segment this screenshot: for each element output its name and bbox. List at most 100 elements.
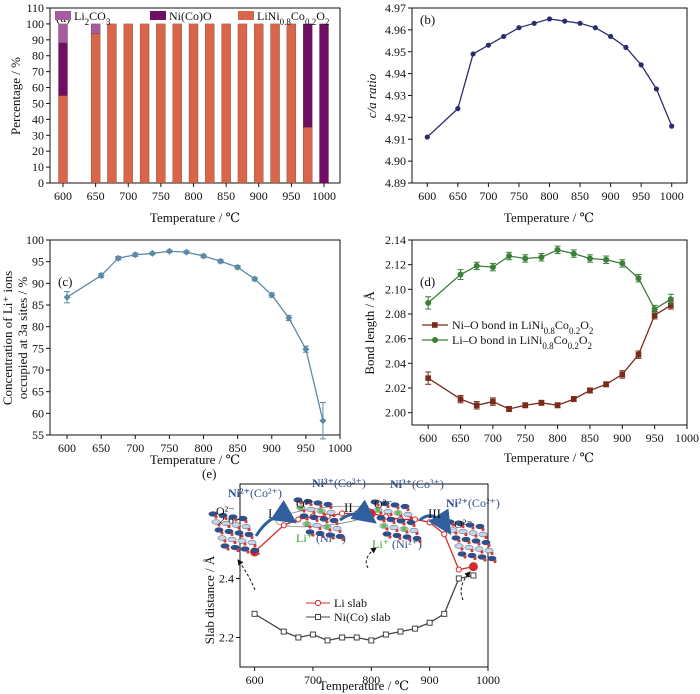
structure-oxygen [240,534,244,538]
panel-d-xtick-label: 950 [646,431,664,445]
panel-b-ytick-label: 4.96 [385,23,406,37]
panel-a-xtick-label: 850 [217,189,235,203]
panel-a-ytick-label: 20 [32,144,44,158]
structure-oxygen [325,520,329,524]
panel-d-lio-point [457,271,464,278]
panel-a-ytick-label: 0 [38,176,44,190]
panel-d-xtick-label: 800 [549,431,567,445]
panel-b-frame [411,7,688,184]
panel-d-ytick-label: 2.12 [385,258,406,272]
panel-b-point [424,134,430,140]
structure-oxygen [250,535,254,540]
structure-ion [325,532,335,538]
panel-e-ytick-label: 2.2 [219,630,234,644]
structure-oxygen [471,526,475,530]
structure-li [381,523,387,529]
structure-oxygen [332,513,336,518]
structure-ion [227,536,237,543]
structure-ion [231,522,241,528]
structure-oxygen [217,523,221,527]
structure-block-1 [293,497,345,542]
panel-c-point [148,249,156,257]
structure-ion [241,523,251,530]
panel-c-xtick-label: 850 [229,441,247,455]
structure-ion [481,539,491,546]
structure-oxygen [461,524,465,529]
structure-ion [218,512,228,519]
structure-oxygen [409,515,413,520]
panel-c-xtick-label: 950 [297,441,315,455]
panel-d-ytick-label: 2.02 [385,381,406,395]
structure-ion [467,552,477,559]
structure-anion-label: O²⁻ [296,497,315,511]
panel-c-ylabel-line2: occupied at 3a sites / % [15,277,30,400]
panel-a-legend-label: Li2CO3 [74,9,111,27]
structure-ion [323,501,333,508]
panel-b-ytick-label: 4.94 [385,67,406,81]
structure-ion [403,511,413,518]
panel-e-xlabel: Temperature / ℃ [319,678,409,693]
panel-e-nico-slab-point [426,619,433,626]
structure-block-3 [445,519,497,564]
structure-ion [390,502,400,508]
structure-ion [306,506,316,513]
panel-c-ytick-label: 95 [32,255,44,269]
structure-ion [400,503,410,510]
structure-oxygen [256,551,260,556]
panel-e-nico-slab-point [353,634,360,641]
panel-a-bar-nio [303,23,313,128]
panel-b-point [501,33,507,40]
structure-li [298,505,304,511]
panel-c-xtick-label: 600 [58,441,76,455]
structure-ion [471,538,481,544]
panel-e-ytick-label: 2.4 [219,571,234,585]
structure-block-0 [208,511,260,556]
panel-b-ytick-label: 4.89 [385,176,406,190]
stage-arrow [339,499,377,524]
structure-ion [247,539,257,546]
panel-c-point [114,254,122,262]
panel-d-nio-point [651,312,658,319]
panel-d-lio-point [489,264,496,271]
panel-c-point [217,257,225,265]
panel-a-legend-label: Ni(Co)O [169,9,212,23]
structure-ion [474,546,484,552]
structure-oxygen [227,524,231,529]
structure-ion [332,525,342,532]
panel-e-nico-slab-point [455,575,462,582]
structure-oxygen [331,536,335,540]
panel-d-nio-point [570,396,577,402]
panel-d-xtick-label: 700 [484,431,502,445]
structure-ion [217,535,227,541]
panel-d-nio-point [603,381,609,388]
panel-d-lio-point [619,260,626,267]
structure-ion [380,500,390,507]
structure-oxygen [321,534,325,539]
panel-d-lio-point [570,250,577,257]
structure-ion [392,532,402,539]
structure-ion [214,527,224,533]
structure-oxygen [214,515,218,519]
structure-ion [465,522,475,528]
structure-li-label: Li⁺ (Ni²⁺) [296,531,346,545]
panel-a-ytick-label: 30 [32,128,44,142]
structure-oxygen [329,505,333,510]
structure-oxygen [299,501,303,505]
panel-a-bar-lini [58,95,68,184]
structure-li [318,508,324,514]
panel-b-point [516,25,522,31]
stage-arrow [254,500,297,537]
structure-oxygen [335,521,339,526]
panel-b-ytick-label: 4.91 [385,132,406,146]
structure-ion [478,531,488,538]
panel-a-bar-lini [254,23,264,184]
panel-e-xtick-label: 600 [246,673,264,687]
structure-oxygen [322,512,326,516]
panel-b-xtick-label: 1000 [660,189,684,203]
panel-e-nico-slab-point [441,610,448,617]
structure-ion [451,535,461,541]
panel-c-point [319,417,327,425]
panel-c-ytick-label: 60 [32,406,44,420]
structure-ion [468,530,478,536]
panel-b-point [485,42,491,48]
